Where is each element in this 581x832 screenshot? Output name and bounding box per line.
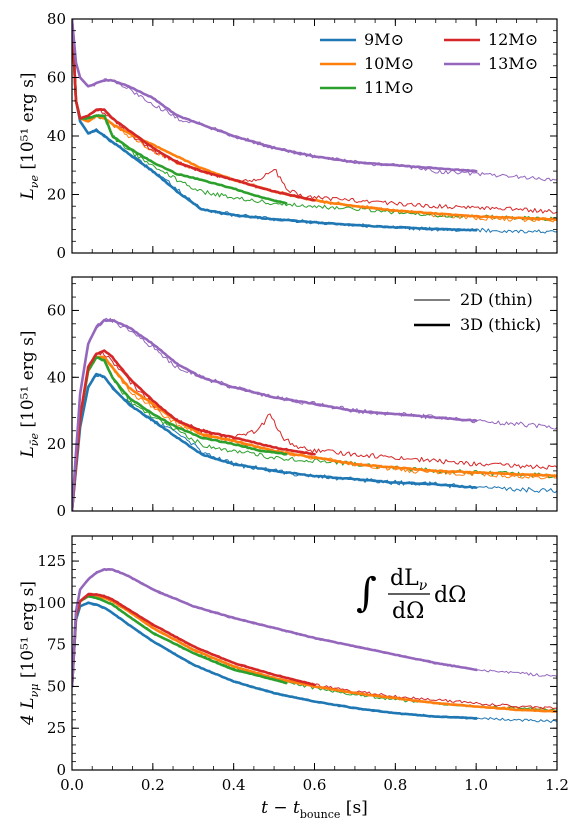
series-line [72,19,557,214]
y-axis-label: Lνe [10⁵¹ erg s] [18,72,41,200]
legend-label: 12M⊙ [488,30,538,49]
y-tick-label: 0 [56,502,66,520]
axes-frame [71,18,558,254]
x-tick-label: 0.8 [383,776,407,794]
series-line [72,595,557,712]
legend-label: 10M⊙ [364,54,414,73]
plot-area [72,317,557,511]
plot-area [72,568,557,723]
fraction-denominator: dΩ [392,599,424,624]
series-line [72,594,557,712]
series-line [72,19,557,223]
y-tick-label: 50 [47,677,66,695]
legend: 9M⊙ 12M⊙ 10M⊙ 13M⊙ 11M⊙ [320,30,538,97]
series-line [72,19,288,205]
series-line [72,594,557,713]
axes-frame [71,535,558,771]
y-tick-label: 125 [37,552,66,570]
legend: 2D (thin) 3D (thick) [414,290,541,334]
y-tick-label: 60 [47,301,66,319]
series-line [72,19,557,182]
series-line [72,349,316,511]
legend-label: 11M⊙ [364,78,414,97]
series-line [72,355,557,511]
y-axis-label: Lν̄e [10⁵¹ erg s] [18,330,41,458]
series-line [72,593,316,688]
series-line [72,601,478,720]
series-line [72,356,557,511]
legend-label: 9M⊙ [364,30,404,49]
series-line [72,19,316,202]
series-line [72,19,478,173]
x-tick-label: 1.0 [464,776,488,794]
x-axis-label: t − tbounce [s] [261,798,368,821]
y-tick-label: 100 [37,594,66,612]
legend-label: 13M⊙ [488,54,538,73]
y-tick-label: 25 [47,719,66,737]
y-tick-label: 20 [47,435,66,453]
series-line [72,318,478,511]
panel-nue: 0 20 40 60 80 Lνe [10⁵¹ erg s] 9M⊙ 12M⊙ 10M⊙ 13M⊙… [18,10,558,262]
integral-sign: ∫ [356,570,377,616]
series-line [72,354,557,511]
series-line [72,19,557,221]
series-line [72,592,557,710]
y-tick-label: 40 [47,368,66,386]
series-line [72,19,557,221]
x-tick-label: 0.4 [222,776,246,794]
legend-label: 3D (thick) [460,315,541,334]
x-tick-label: 0.2 [141,776,165,794]
plot-area [72,19,557,234]
y-tick-label: 60 [47,69,66,87]
x-tick-label: 0.0 [60,776,84,794]
series-line [72,356,288,511]
panel-anue: 0 20 40 60 Lν̄e [10⁵¹ erg s] 2D (thin) 3D (thi… [18,276,558,520]
fraction-numerator: dLν [390,566,428,594]
series-line [72,594,288,688]
y-axis-label: 4 Lνμ [10⁵¹ erg s] [18,581,41,726]
series-line [72,19,478,232]
y-tick-label: 0 [56,244,66,262]
y-tick-label: 80 [47,10,66,28]
integral-measure: dΩ [434,583,466,608]
y-tick-label: 40 [47,127,66,145]
series-line [72,568,478,688]
x-tick-label: 0.6 [303,776,327,794]
panel-nux: 0 25 50 75 100 125 0.0 0.2 0.4 0.6 0.8 1.0 1.2 4 Lνμ … [18,535,569,821]
y-tick-label: 75 [47,636,66,654]
y-tick-label: 0 [56,761,66,779]
y-tick-label: 20 [47,186,66,204]
x-tick-label: 1.2 [545,776,569,794]
legend-label: 2D (thin) [460,290,533,309]
series-line [72,372,478,511]
